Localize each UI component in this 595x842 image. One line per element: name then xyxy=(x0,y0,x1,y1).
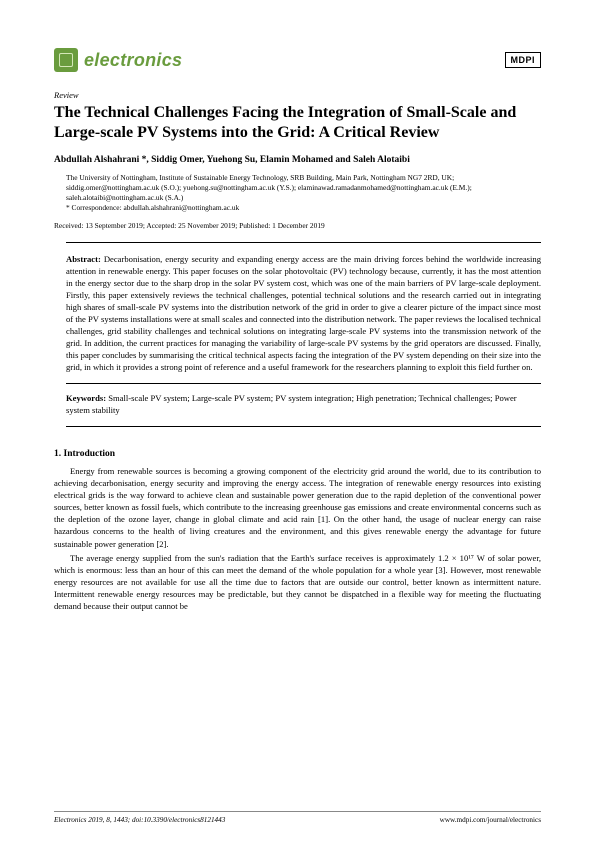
footer-citation: Electronics 2019, 8, 1443; doi:10.3390/e… xyxy=(54,816,225,824)
affiliation-text: The University of Nottingham, Institute … xyxy=(66,173,541,203)
journal-icon xyxy=(54,48,78,72)
abstract-paragraph: Abstract: Decarbonisation, energy securi… xyxy=(66,253,541,373)
footer-url: www.mdpi.com/journal/electronics xyxy=(440,816,541,824)
article-title: The Technical Challenges Facing the Inte… xyxy=(54,103,541,143)
page-header: electronics MDPI xyxy=(54,48,541,72)
intro-para-2: The average energy supplied from the sun… xyxy=(54,552,541,612)
correspondence-text: * Correspondence: abdullah.alshahrani@no… xyxy=(66,203,541,213)
keywords-block: Keywords: Small-scale PV system; Large-s… xyxy=(66,383,541,416)
intro-para-1: Energy from renewable sources is becomin… xyxy=(54,465,541,549)
dates-line: Received: 13 September 2019; Accepted: 2… xyxy=(54,221,541,230)
abstract-label: Abstract: xyxy=(66,254,101,264)
section-heading-intro: 1. Introduction xyxy=(54,449,541,459)
publisher-badge: MDPI xyxy=(505,52,542,68)
keywords-text: Small-scale PV system; Large-scale PV sy… xyxy=(66,393,517,415)
keywords-label: Keywords: xyxy=(66,393,106,403)
affiliation-block: The University of Nottingham, Institute … xyxy=(66,173,541,213)
authors-line: Abdullah Alshahrani *, Siddig Omer, Yueh… xyxy=(54,155,541,165)
abstract-body: Decarbonisation, energy security and exp… xyxy=(66,254,541,372)
journal-logo: electronics xyxy=(54,48,182,72)
abstract-box: Abstract: Decarbonisation, energy securi… xyxy=(66,242,541,427)
page-footer: Electronics 2019, 8, 1443; doi:10.3390/e… xyxy=(54,811,541,824)
journal-name: electronics xyxy=(84,50,182,71)
article-type: Review xyxy=(54,90,541,100)
